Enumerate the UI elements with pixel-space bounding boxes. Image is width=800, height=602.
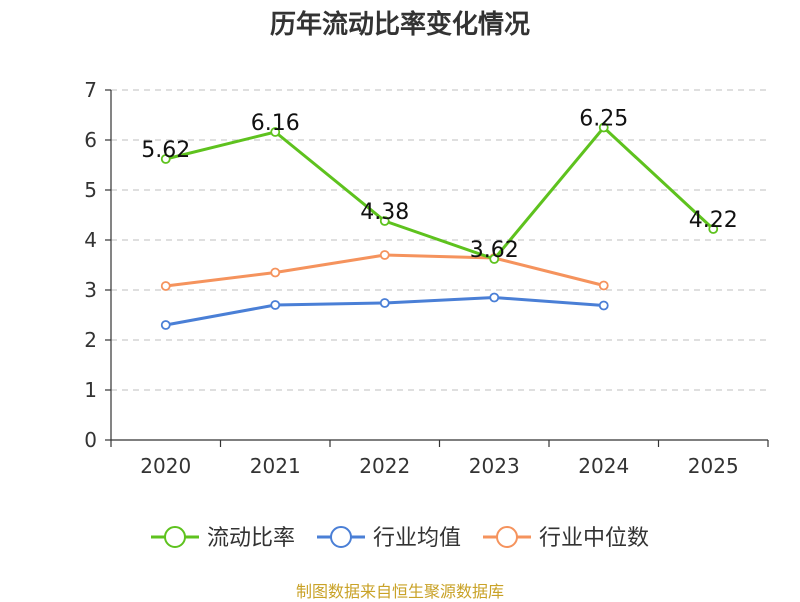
- data-point: [489, 292, 500, 303]
- data-point: [160, 320, 171, 330]
- data-label: 3.62: [470, 238, 519, 263]
- data-point: [708, 224, 719, 234]
- data-label: 4.22: [689, 208, 738, 233]
- data-point: [270, 267, 281, 278]
- legend-label: 流动比率: [207, 526, 295, 551]
- data-point: [379, 298, 390, 308]
- data-point: [489, 254, 500, 264]
- y-tick-label: 4: [84, 228, 97, 252]
- data-label: 5.62: [141, 138, 190, 163]
- data-point: [160, 281, 171, 291]
- data-point: [270, 127, 281, 137]
- legend-item: 行业中位数: [483, 526, 649, 551]
- legend-item: 行业均值: [317, 526, 461, 551]
- source-note: 制图数据来自恒生聚源数据库: [295, 582, 504, 601]
- series-line: [165, 126, 715, 261]
- y-tick-label: 2: [84, 328, 97, 352]
- y-tick-label: 0: [84, 428, 97, 452]
- legend-label: 行业中位数: [539, 526, 649, 551]
- data-point: [379, 216, 390, 226]
- x-tick-label: 2022: [359, 454, 410, 478]
- y-tick-label: 1: [84, 378, 97, 402]
- data-point: [598, 280, 609, 291]
- legend-label: 行业均值: [373, 526, 461, 551]
- y-tick-label: 6: [84, 128, 97, 152]
- y-tick-label: 3: [84, 278, 97, 302]
- legend-marker-icon: [330, 526, 352, 548]
- data-label: 6.16: [251, 111, 300, 136]
- x-tick-label: 2023: [469, 454, 520, 478]
- y-tick-label: 7: [84, 78, 97, 102]
- data-point: [160, 154, 171, 164]
- data-point: [598, 300, 609, 311]
- legend-marker-icon: [496, 526, 518, 548]
- legend-item: 流动比率: [151, 526, 295, 551]
- data-point: [379, 250, 390, 260]
- data-point: [598, 122, 609, 133]
- y-tick-label: 5: [84, 178, 97, 202]
- legend-marker-icon: [164, 526, 186, 548]
- x-tick-label: 2025: [688, 454, 739, 478]
- x-tick-label: 2024: [578, 454, 629, 478]
- chart-title: 历年流动比率变化情况: [269, 10, 530, 40]
- data-point: [270, 300, 281, 310]
- x-tick-label: 2021: [250, 454, 301, 478]
- data-label: 4.38: [360, 200, 409, 225]
- x-tick-label: 2020: [140, 454, 191, 478]
- data-label: 6.25: [579, 107, 628, 132]
